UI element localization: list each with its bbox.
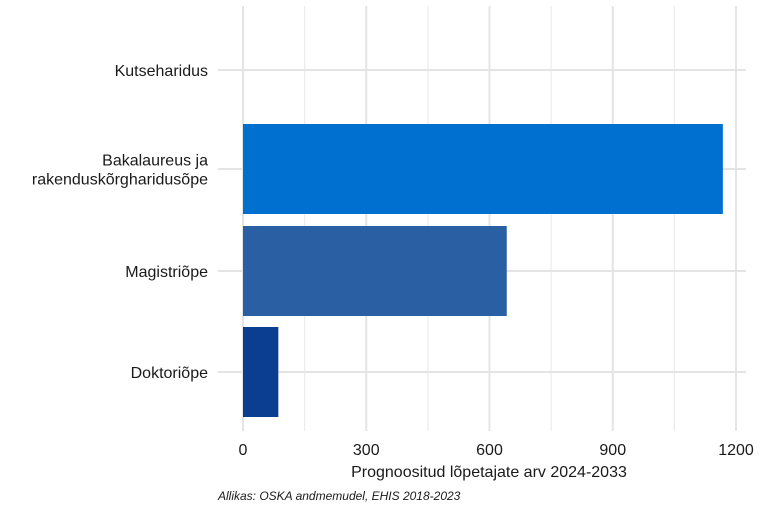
category-label: Magistriõpe <box>125 264 208 281</box>
bar <box>243 124 723 214</box>
x-tick-label: 1200 <box>718 442 754 459</box>
x-tick-label: 300 <box>353 442 380 459</box>
category-label: Bakalaureus ja rakenduskõrgharidusõpe <box>32 153 208 189</box>
x-tick-label: 600 <box>476 442 503 459</box>
source-caption: Allikas: OSKA andmemudel, EHIS 2018-2023 <box>217 489 461 503</box>
x-axis-title: Prognoositud lõpetajate arv 2024-2033 <box>351 464 627 481</box>
x-tick-labels: 0 300 600 900 1200 <box>239 442 754 459</box>
bar <box>243 226 507 316</box>
category-labels: Kutseharidus Bakalaureus ja rakenduskõrgha… <box>32 63 208 382</box>
x-tick-label: 0 <box>239 442 248 459</box>
category-label: Doktoriõpe <box>131 365 208 382</box>
bar <box>243 327 279 417</box>
category-label: Kutseharidus <box>115 63 208 80</box>
x-tick-label: 900 <box>599 442 626 459</box>
grid-lines <box>218 6 746 431</box>
bars <box>243 124 723 417</box>
